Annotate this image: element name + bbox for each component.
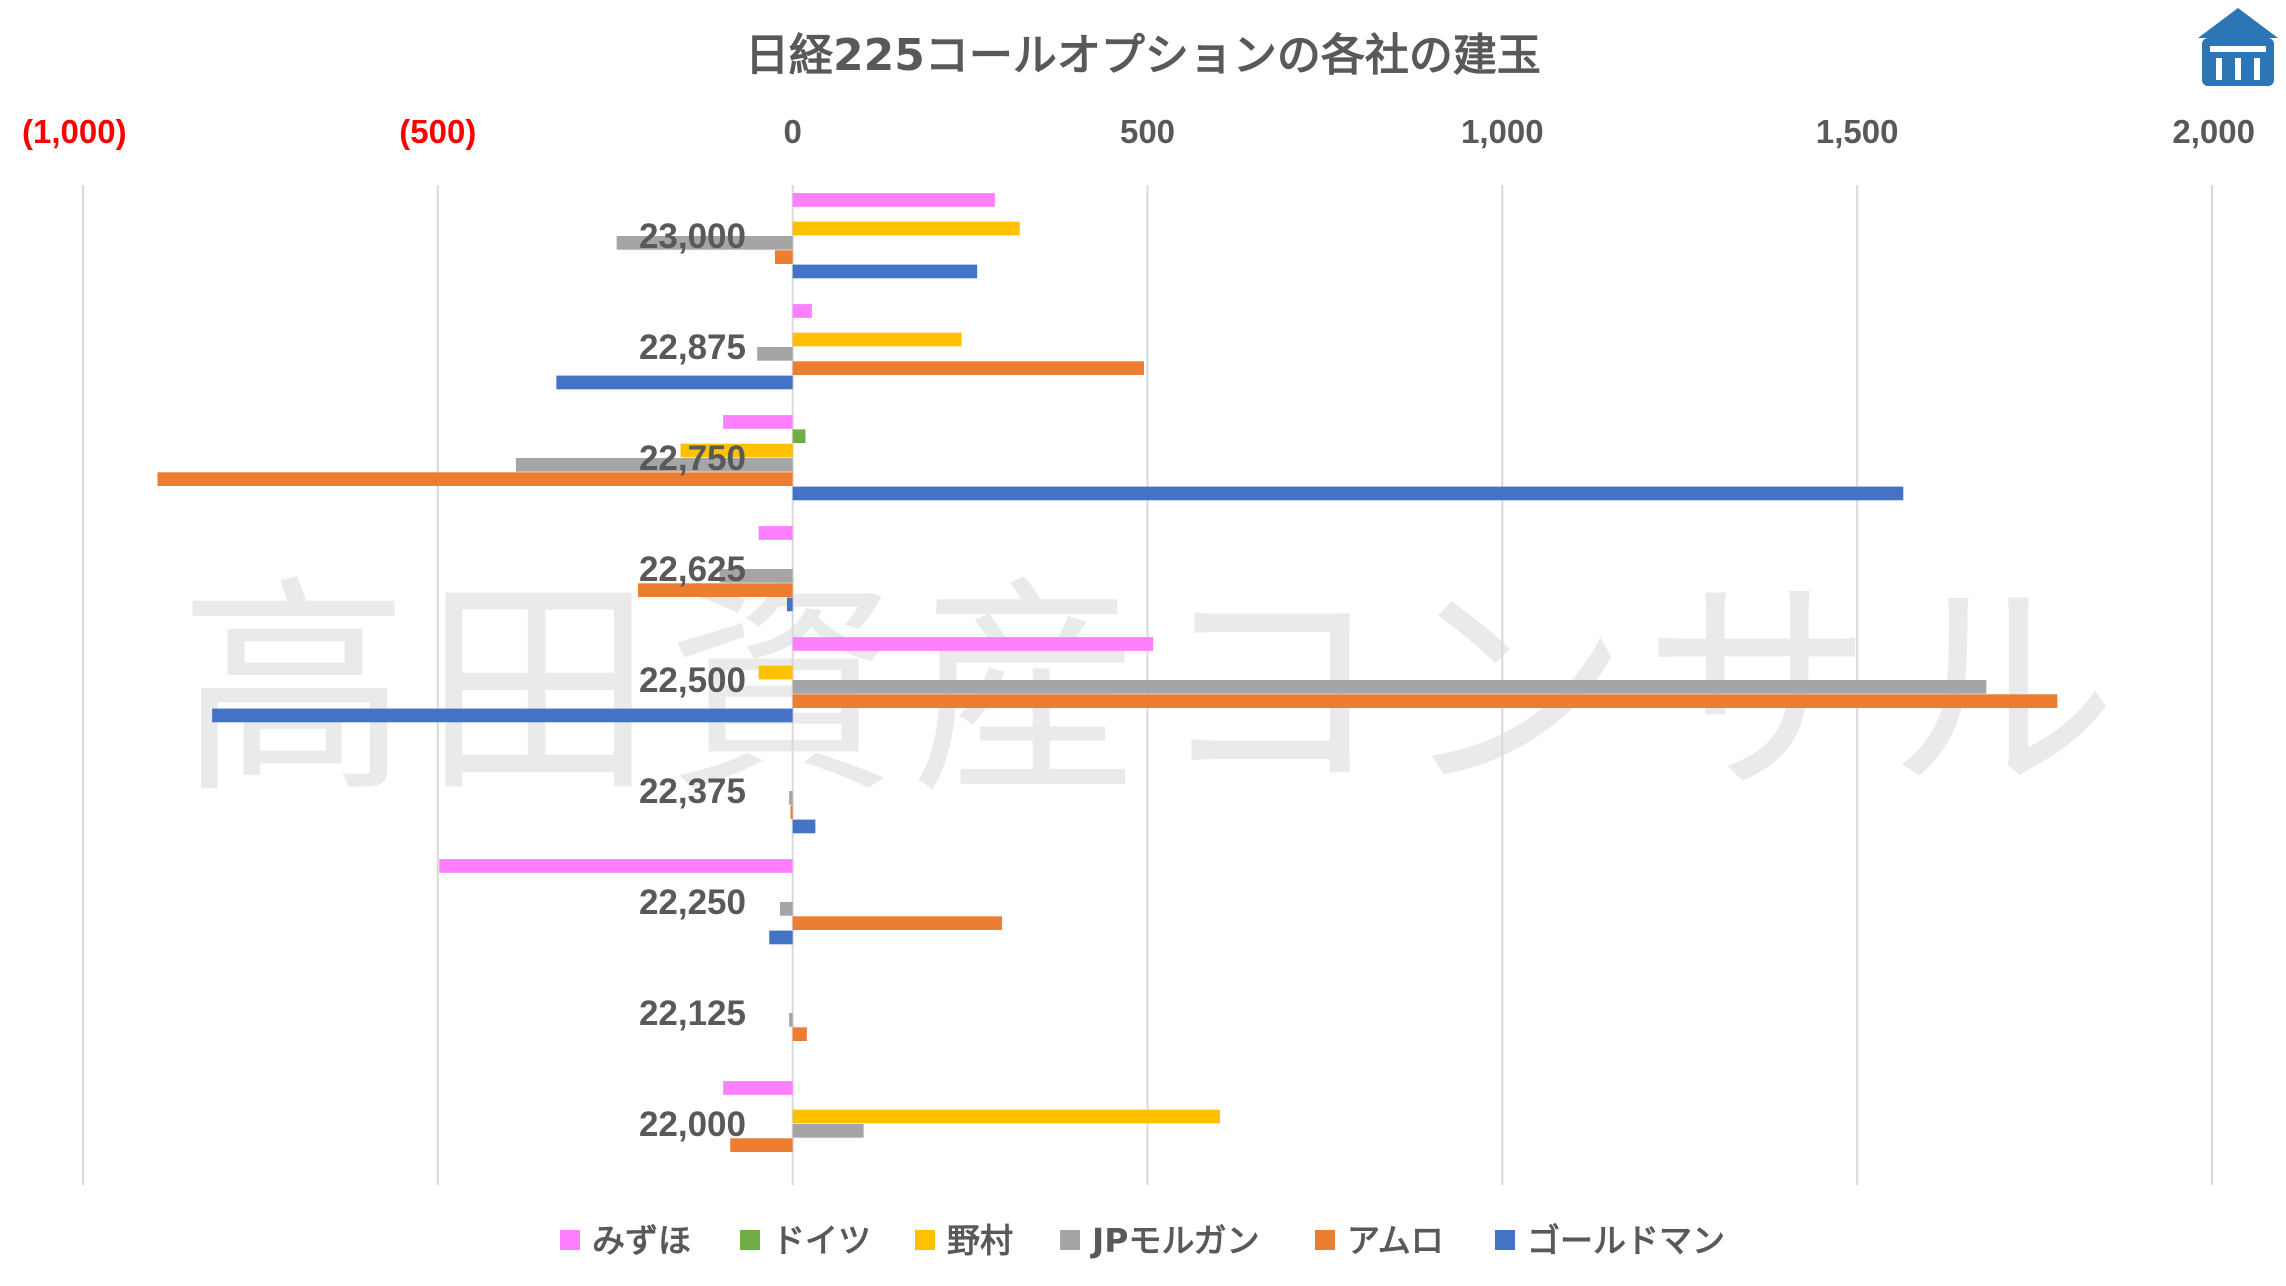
legend-label: アムロ <box>1347 1221 1444 1260</box>
bar <box>786 597 793 612</box>
bar <box>792 637 1154 651</box>
bar <box>790 805 793 819</box>
bar <box>723 1081 793 1095</box>
category-label: 22,125 <box>639 994 746 1033</box>
bar <box>792 429 806 444</box>
x-tick-label: 2,000 <box>2172 113 2255 150</box>
category-label: 22,625 <box>639 550 746 589</box>
bar <box>680 443 793 458</box>
x-tick-label: 1,500 <box>1816 113 1899 150</box>
legend-label: 野村 <box>947 1221 1013 1260</box>
bar <box>792 332 962 347</box>
bar <box>789 791 793 805</box>
bar <box>792 264 978 279</box>
category-label: 22,500 <box>639 661 746 700</box>
legend-swatch <box>1315 1230 1335 1250</box>
bar <box>789 1013 793 1027</box>
bar <box>157 472 793 486</box>
bar <box>792 819 816 834</box>
bar <box>723 415 793 429</box>
bar <box>792 221 1020 236</box>
bar <box>792 304 812 318</box>
chart-title: 日経225コールオプションの各社の建玉 <box>745 30 1541 81</box>
bar <box>792 1109 1220 1124</box>
legend-swatch <box>560 1230 580 1250</box>
category-label: 22,250 <box>639 883 746 922</box>
bar <box>792 916 1003 930</box>
bar <box>212 708 793 723</box>
bar <box>758 665 793 680</box>
legend-swatch <box>1495 1230 1515 1250</box>
category-label: 22,000 <box>639 1105 746 1144</box>
logo-roof <box>2198 8 2278 38</box>
legend-swatch <box>915 1230 935 1250</box>
bar <box>792 193 995 207</box>
category-label: 22,750 <box>639 439 746 478</box>
legend-label: ゴールドマン <box>1527 1221 1725 1260</box>
x-tick-label: 0 <box>783 113 801 150</box>
x-tick-label: 500 <box>1120 113 1175 150</box>
x-tick-label: 1,000 <box>1461 113 1544 150</box>
category-label: 23,000 <box>639 217 746 256</box>
category-label: 22,375 <box>639 772 746 811</box>
legend-swatch <box>740 1230 760 1250</box>
bar <box>774 250 793 264</box>
bar <box>792 486 1904 501</box>
bar <box>769 930 793 945</box>
bar <box>757 347 793 361</box>
bar <box>792 694 2058 708</box>
bar <box>637 583 793 597</box>
bar <box>556 375 793 390</box>
bar <box>792 1124 864 1138</box>
legend-label: みずほ <box>592 1221 691 1260</box>
bar <box>515 458 793 472</box>
x-tick-label: (500) <box>399 113 476 150</box>
bar <box>792 680 1987 694</box>
category-label: 22,875 <box>639 328 746 367</box>
legend-label: ドイツ <box>772 1221 871 1260</box>
bar <box>439 859 793 873</box>
bar <box>792 1027 807 1041</box>
bar <box>792 361 1144 375</box>
bar <box>616 236 793 250</box>
bar <box>730 1138 793 1152</box>
bar <box>758 526 793 540</box>
legend-label: JPモルガン <box>1090 1221 1259 1260</box>
bar <box>719 569 793 583</box>
takata-logo <box>2198 8 2278 86</box>
x-tick-label: (1,000) <box>22 113 127 150</box>
legend-swatch <box>1060 1230 1080 1250</box>
bar <box>779 902 793 916</box>
